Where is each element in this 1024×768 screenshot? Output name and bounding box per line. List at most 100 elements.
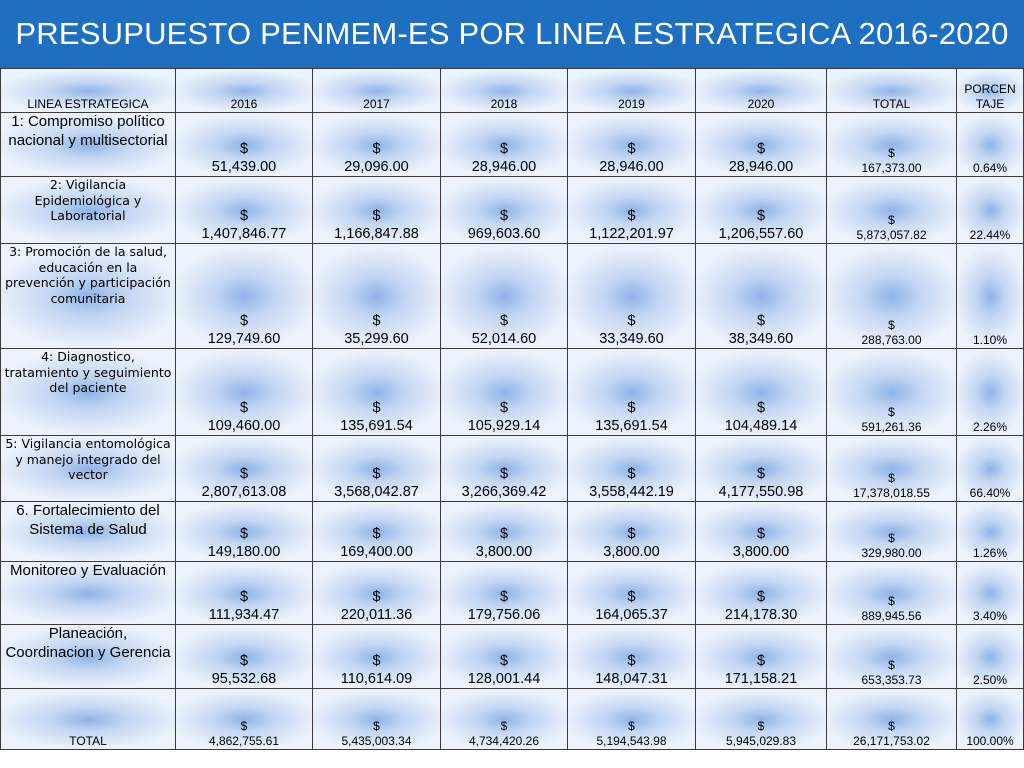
amount: 33,349.60 <box>599 330 664 347</box>
amount: 4,862,755.61 <box>208 734 280 748</box>
value-cell-2017: $135,691.54 <box>312 348 441 436</box>
currency-symbol: $ <box>627 140 636 157</box>
amount: 5,194,543.98 <box>596 734 667 748</box>
amount: 3,800.00 <box>475 543 533 560</box>
header-2017: 2017 <box>312 68 441 113</box>
currency-symbol: $ <box>373 719 380 733</box>
value-cell-2019: $164,065.37 <box>567 561 696 625</box>
amount: 164,065.37 <box>595 606 668 623</box>
currency-symbol: $ <box>499 312 509 329</box>
value-cell-2018: $3,266,369.42 <box>440 435 568 502</box>
currency-symbol: $ <box>888 471 895 485</box>
currency-symbol: $ <box>888 146 895 160</box>
currency-symbol: $ <box>756 465 766 482</box>
currency-symbol: $ <box>756 525 766 542</box>
currency-symbol: $ <box>239 465 249 482</box>
value-cell-2017: $220,011.36 <box>312 561 441 625</box>
amount: 104,489.14 <box>724 417 798 434</box>
currency-symbol: $ <box>888 658 895 672</box>
currency-symbol: $ <box>627 207 636 224</box>
currency-symbol: $ <box>888 318 895 332</box>
header-total: TOTAL <box>826 68 957 113</box>
value-cell-2020: $4,177,550.98 <box>695 435 827 502</box>
value-cell-2019: $3,800.00 <box>567 501 696 562</box>
table-row: 5: Vigilancia entomológica y manejo inte… <box>0 435 1024 502</box>
amount: 5,945,029.83 <box>725 734 797 748</box>
currency-symbol: $ <box>888 213 895 227</box>
currency-symbol: $ <box>239 652 249 669</box>
amount: 4,734,420.26 <box>468 734 540 748</box>
currency-symbol: $ <box>372 588 381 605</box>
percent-cell: 2.26% <box>956 348 1024 436</box>
value-cell-2020: $1,206,557.60 <box>695 176 827 244</box>
currency-symbol: $ <box>756 207 766 224</box>
percent-cell: 0.64% <box>956 112 1024 177</box>
amount: 135,691.54 <box>595 417 668 434</box>
header-porcentaje-line1: PORCEN <box>964 82 1016 96</box>
value-cell-2018: $105,929.14 <box>440 348 568 436</box>
amount: 220,011.36 <box>340 606 413 623</box>
amount: 105,929.14 <box>467 417 541 434</box>
currency-symbol: $ <box>499 140 509 157</box>
currency-symbol: $ <box>499 465 509 482</box>
value-cell-2016: $129,749.60 <box>175 243 313 349</box>
currency-symbol: $ <box>756 652 766 669</box>
amount: 5,435,003.34 <box>341 734 412 748</box>
currency-symbol: $ <box>239 399 249 416</box>
amount: 653,353.73 <box>861 673 922 687</box>
amount: 3,266,369.42 <box>461 483 547 500</box>
currency-symbol: $ <box>240 719 248 733</box>
total-cell: $288,763.00 <box>826 243 957 349</box>
value-cell-2020: $38,349.60 <box>695 243 827 349</box>
currency-symbol: $ <box>372 207 381 224</box>
value-cell-2016: $95,532.68 <box>175 624 313 689</box>
currency-symbol: $ <box>239 588 249 605</box>
amount: 52,014.60 <box>471 330 537 347</box>
currency-symbol: $ <box>499 588 509 605</box>
value-cell-2016: $109,460.00 <box>175 348 313 436</box>
amount: 969,603.60 <box>467 225 541 242</box>
amount: 51,439.00 <box>211 158 277 175</box>
currency-symbol: $ <box>888 719 895 733</box>
row-label: Planeación, Coordinacion y Gerencia <box>0 624 176 689</box>
currency-symbol: $ <box>627 588 636 605</box>
amount: 591,261.36 <box>861 420 922 434</box>
total-value-2016: $4,862,755.61 <box>175 688 313 750</box>
table-row: 3: Promoción de la salud, educación en l… <box>0 243 1024 349</box>
currency-symbol: $ <box>372 312 381 329</box>
currency-symbol: $ <box>372 525 381 542</box>
currency-symbol: $ <box>627 312 636 329</box>
currency-symbol: $ <box>627 399 636 416</box>
value-cell-2017: $169,400.00 <box>312 501 441 562</box>
total-percent-cell: 100.00% <box>956 688 1024 750</box>
value-cell-2018: $52,014.60 <box>440 243 568 349</box>
amount: 35,299.60 <box>344 330 409 347</box>
amount: 179,756.06 <box>467 606 541 623</box>
row-label: 5: Vigilancia entomológica y manejo inte… <box>0 435 176 502</box>
percent-cell: 1.10% <box>956 243 1024 349</box>
value-cell-2017: $3,568,042.87 <box>312 435 441 502</box>
total-row: TOTAL $4,862,755.61 $5,435,003.34 $4,734… <box>0 688 1024 750</box>
value-cell-2019: $3,558,442.19 <box>567 435 696 502</box>
table-row: 4: Diagnostico, tratamiento y seguimient… <box>0 348 1024 436</box>
total-cell: $329,980.00 <box>826 501 957 562</box>
value-cell-2020: $214,178.30 <box>695 561 827 625</box>
table-row: Monitoreo y Evaluación $111,934.47 $220,… <box>0 561 1024 625</box>
total-value-2017: $5,435,003.34 <box>312 688 441 750</box>
amount: 1,206,557.60 <box>718 225 804 242</box>
amount: 28,946.00 <box>728 158 794 175</box>
total-cell: $653,353.73 <box>826 624 957 689</box>
value-cell-2017: $110,614.09 <box>312 624 441 689</box>
amount: 1,122,201.97 <box>589 225 674 242</box>
amount: 4,177,550.98 <box>718 483 804 500</box>
percent-cell: 22.44% <box>956 176 1024 244</box>
currency-symbol: $ <box>372 399 381 416</box>
amount: 109,460.00 <box>207 417 281 434</box>
total-cell: $591,261.36 <box>826 348 957 436</box>
amount: 1,166,847.88 <box>334 225 419 242</box>
total-cell: $889,945.56 <box>826 561 957 625</box>
amount: 26,171,753.02 <box>853 734 930 748</box>
currency-symbol: $ <box>627 652 636 669</box>
amount: 135,691.54 <box>340 417 413 434</box>
value-cell-2019: $148,047.31 <box>567 624 696 689</box>
